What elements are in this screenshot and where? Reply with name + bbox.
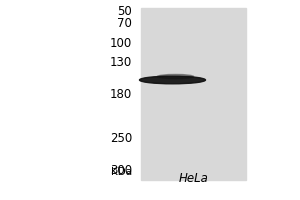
Text: 300: 300 <box>110 164 132 177</box>
Bar <box>141 8 246 180</box>
Text: 70: 70 <box>117 17 132 30</box>
Text: KDa: KDa <box>111 167 132 177</box>
Text: HeLa: HeLa <box>178 172 208 185</box>
Text: 130: 130 <box>110 56 132 69</box>
Text: 250: 250 <box>110 132 132 145</box>
Text: 50: 50 <box>117 5 132 18</box>
Text: 180: 180 <box>110 88 132 100</box>
Ellipse shape <box>157 74 194 79</box>
Ellipse shape <box>140 76 206 84</box>
Text: 100: 100 <box>110 37 132 50</box>
